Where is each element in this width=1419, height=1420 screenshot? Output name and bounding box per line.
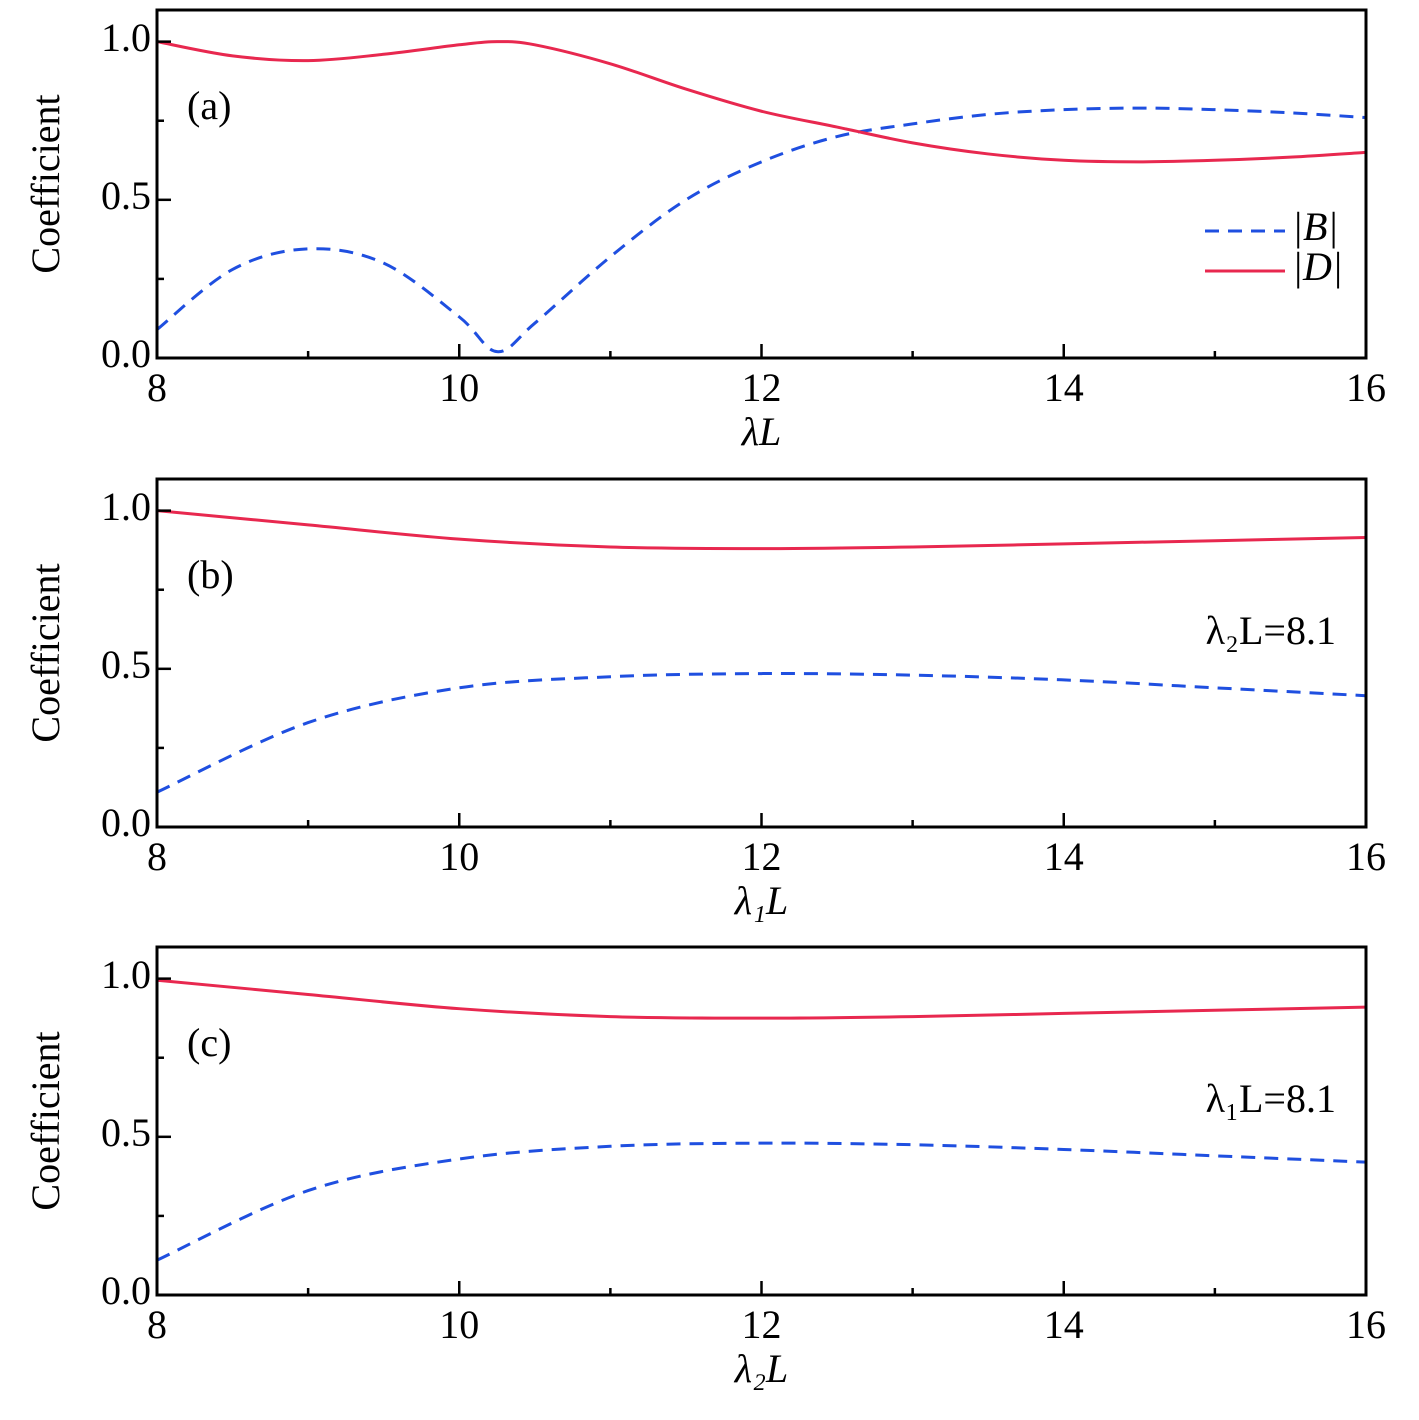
plot-area [157,40,1366,354]
legend-label: |D| [1292,244,1343,289]
y-tick-label: 1.0 [101,484,151,529]
series-line [157,672,1366,794]
x-axis-label: λL [741,409,782,454]
x-tick-label: 10 [439,834,479,879]
axes-frame [155,8,1368,360]
x-tick-label: 14 [1044,834,1084,879]
panel: 8 10 12 14 16 0.0 0.5 1.0 λL Coefficient (a) |B||D| [23,8,1386,454]
y-axis-label: Coefficient [23,563,68,742]
x-tick-label: 12 [742,365,782,410]
x-tick-label: 16 [1346,365,1386,410]
x-tick-label: 8 [147,834,167,879]
x-tick-label: 12 [742,834,782,879]
x-tick-label: 10 [439,1302,479,1347]
plot-area [157,978,1366,1262]
x-tick-label: 8 [147,1302,167,1347]
y-tick-label: 0.5 [101,1110,151,1155]
panel: 8 10 12 14 16 0.0 0.5 1.0 λ₂L Coefficient (c) λ₁L=8… [23,945,1386,1391]
series-line [157,40,1366,164]
x-axis-label: λ₁L [734,878,788,923]
axes-frame [155,477,1368,829]
legend: |B||D| [1205,204,1343,289]
x-tick-label: 16 [1346,834,1386,879]
x-tick-label: 14 [1044,365,1084,410]
series-line [157,978,1366,1020]
panel: 8 10 12 14 16 0.0 0.5 1.0 λ₁L Coefficient (b) λ₂L=8… [23,477,1386,923]
y-tick-label: 0.0 [101,800,151,845]
y-tick-label: 0.0 [101,1268,151,1313]
series-line [157,509,1366,551]
series-line [157,1141,1366,1262]
x-tick-label: 16 [1346,1302,1386,1347]
annotation: λ₂L=8.1 [1206,608,1336,653]
x-tick-label: 10 [439,365,479,410]
annotation: λ₁L=8.1 [1206,1076,1336,1121]
panel-label: (b) [187,552,234,597]
axes-frame [155,945,1368,1297]
x-tick-label: 8 [147,365,167,410]
y-tick-label: 0.5 [101,642,151,687]
y-axis-label: Coefficient [23,1031,68,1210]
series-line [157,106,1366,354]
y-tick-label: 1.0 [101,952,151,997]
plot-area [157,509,1366,794]
y-tick-label: 1.0 [101,15,151,60]
x-tick-label: 14 [1044,1302,1084,1347]
y-tick-label: 0.5 [101,173,151,218]
legend-label: |B| [1292,204,1338,249]
panel-label: (c) [187,1020,231,1065]
x-tick-label: 12 [742,1302,782,1347]
y-axis-label: Coefficient [23,94,68,273]
x-axis-label: λ₂L [734,1346,788,1391]
panel-label: (a) [187,83,231,128]
y-tick-label: 0.0 [101,331,151,376]
